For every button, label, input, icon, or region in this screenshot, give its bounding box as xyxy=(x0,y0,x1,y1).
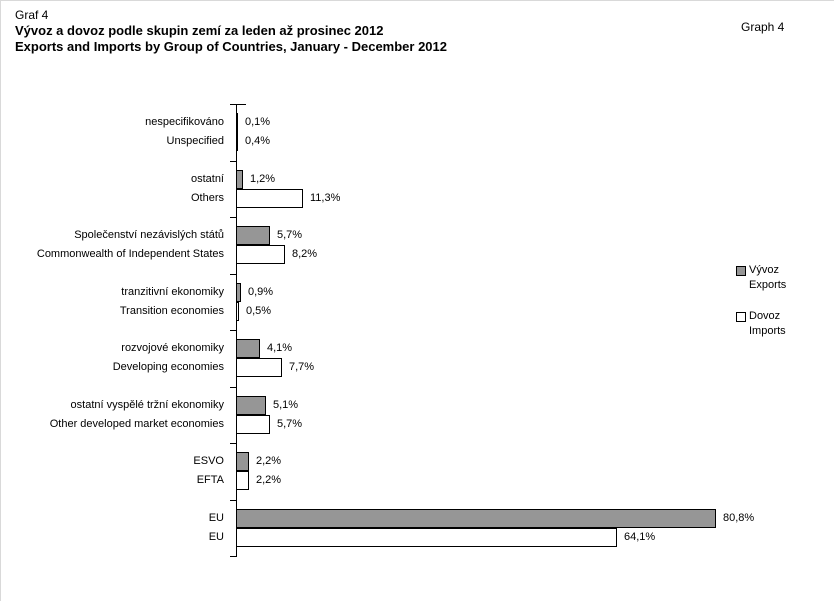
bar-value-label: 5,7% xyxy=(277,229,303,242)
category-label-2: ostatní Others xyxy=(1,170,230,208)
axis-tick xyxy=(230,387,236,388)
bar-value-label: 0,5% xyxy=(246,304,272,317)
bar-dovoz-5 xyxy=(236,358,282,378)
bar-value-label: 4,1% xyxy=(267,342,293,355)
category-label-english: EFTA xyxy=(196,474,224,487)
axis-tick xyxy=(230,104,236,105)
legend-label-imports: Dovoz Imports xyxy=(749,309,786,339)
legend-label-exports: Vývoz Exports xyxy=(749,263,786,293)
category-label-czech: Společenství nezávislých států xyxy=(74,229,224,242)
category-label-czech: tranzitivní ekonomiky xyxy=(121,285,224,298)
axis-tick xyxy=(230,330,236,331)
category-axis-line xyxy=(236,104,237,557)
category-label-1: nespecifikováno Unspecified xyxy=(1,113,230,151)
axis-tick xyxy=(230,274,236,275)
chart-title-czech: Vývoz a dovoz podle skupin zemí za leden… xyxy=(15,23,384,38)
bar-value-label: 7,7% xyxy=(289,361,315,374)
category-label-czech: ESVO xyxy=(193,455,224,468)
bar-value-label: 0,4% xyxy=(245,135,271,148)
legend-label-imports-cs: Dovoz xyxy=(749,310,781,322)
bar-vyvoz-3 xyxy=(236,226,270,246)
category-label-5: rozvojové ekonomiky Developing economies xyxy=(1,339,230,377)
category-label-czech: rozvojové ekonomiky xyxy=(121,342,224,355)
exports-swatch-icon xyxy=(736,266,746,276)
legend-label-exports-en: Exports xyxy=(749,279,787,291)
bar-dovoz-2 xyxy=(236,188,303,208)
category-label-7: ESVO EFTA xyxy=(1,452,230,490)
bar-value-label: 11,3% xyxy=(310,191,341,204)
bar-value-label: 5,1% xyxy=(273,398,299,411)
legend-label-exports-cs: Vývoz xyxy=(749,264,779,276)
imports-swatch-icon xyxy=(736,312,746,322)
category-label-czech: ostatní vyspělé tržní ekonomiky xyxy=(70,398,224,411)
category-label-czech: ostatní xyxy=(190,172,224,185)
bar-dovoz-4 xyxy=(236,301,239,321)
bar-value-label: 80,8% xyxy=(723,511,755,524)
category-label-8: EU EU xyxy=(1,509,230,547)
bar-value-label: 64,1% xyxy=(624,530,656,543)
bar-vyvoz-7 xyxy=(236,452,249,472)
axis-tick xyxy=(237,104,246,105)
bar-dovoz-6 xyxy=(236,414,270,434)
graph-number-label: Graph 4 xyxy=(741,20,785,34)
bar-value-label: 5,7% xyxy=(277,417,303,430)
bar-dovoz-7 xyxy=(236,471,249,491)
bar-vyvoz-1 xyxy=(236,113,238,133)
axis-tick xyxy=(230,556,236,557)
graf-number-label: Graf 4 xyxy=(15,8,49,22)
bar-value-label: 1,2% xyxy=(250,172,276,185)
bar-dovoz-3 xyxy=(236,245,285,265)
category-label-czech: nespecifikováno xyxy=(145,116,224,129)
category-label-czech: EU xyxy=(208,511,224,524)
bar-vyvoz-5 xyxy=(236,339,260,359)
category-label-english: Commonwealth of Independent States xyxy=(36,248,224,261)
bar-value-label: 0,9% xyxy=(248,285,274,298)
category-label-3: Společenství nezávislých států Commonweal… xyxy=(1,226,230,264)
category-label-4: tranzitivní ekonomiky Transition economie… xyxy=(1,283,230,321)
category-label-english: Developing economies xyxy=(112,361,224,374)
category-label-english: Transition economies xyxy=(119,304,224,317)
legend-item-exports: Vývoz Exports xyxy=(736,263,786,293)
bar-vyvoz-6 xyxy=(236,395,266,415)
bar-value-label: 0,1% xyxy=(245,116,271,129)
legend-item-imports: Dovoz Imports xyxy=(736,309,786,339)
bar-value-label: 2,2% xyxy=(256,455,282,468)
bar-dovoz-8 xyxy=(236,527,617,547)
bar-value-label: 2,2% xyxy=(256,474,282,487)
category-label-6: ostatní vyspělé tržní ekonomiky Other dev… xyxy=(1,396,230,434)
bar-vyvoz-2 xyxy=(236,169,243,189)
category-label-english: EU xyxy=(208,530,224,543)
axis-tick xyxy=(230,443,236,444)
axis-tick xyxy=(230,161,236,162)
legend-label-imports-en: Imports xyxy=(749,325,786,337)
bar-vyvoz-4 xyxy=(236,282,241,302)
chart-legend: Vývoz Exports Dovoz Imports xyxy=(736,263,786,355)
bar-vyvoz-8 xyxy=(236,508,716,528)
category-label-english: Other developed market economies xyxy=(49,417,224,430)
category-label-english: Others xyxy=(190,191,224,204)
axis-tick xyxy=(230,500,236,501)
bar-dovoz-1 xyxy=(236,132,238,152)
bar-value-label: 8,2% xyxy=(292,248,318,261)
axis-tick xyxy=(230,217,236,218)
category-label-english: Unspecified xyxy=(166,135,224,148)
chart-title-english: Exports and Imports by Group of Countrie… xyxy=(15,39,447,54)
